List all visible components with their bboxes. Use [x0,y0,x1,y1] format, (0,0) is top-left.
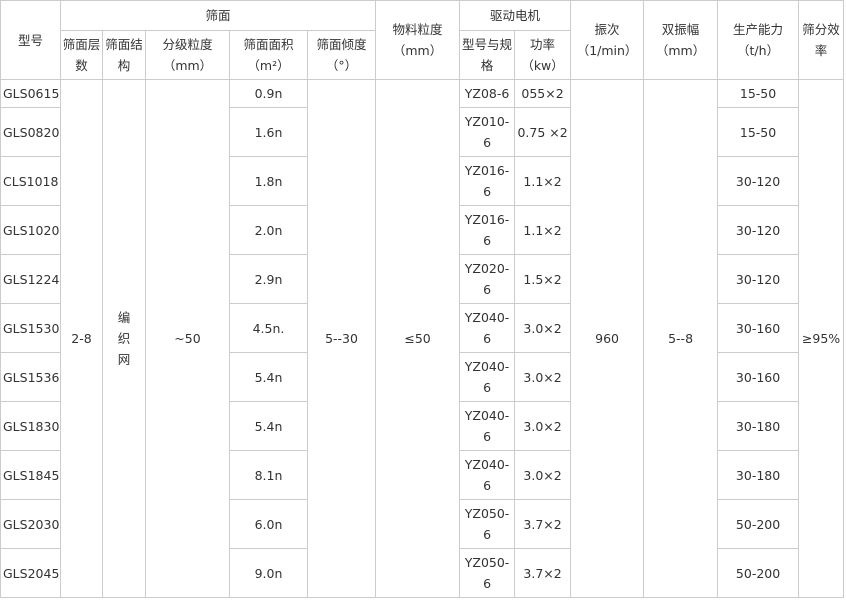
area-cell: 8.1n [229,450,308,500]
efficiency-cell: ≥95% [798,79,845,598]
header-efficiency: 筛分效率 [798,0,845,80]
capacity-cell: 30-180 [717,450,800,500]
header-screen-group: 筛面 [59,0,377,31]
capacity-cell: 30-120 [717,205,800,255]
power-cell: 3.7×2 [514,499,572,549]
capacity-cell: 30-160 [717,303,800,353]
model-cell: GLS1530 [0,303,61,353]
amplitude-cell: 5--8 [643,79,719,598]
motor-cell: YZ040-6 [459,401,516,451]
capacity-cell: 30-120 [717,254,800,304]
area-cell: 1.6n [229,107,308,157]
table-row: GLS1530 4.5n. YZ040-6 3.0×2 30-160 [0,303,844,353]
area-cell: 5.4n [229,401,308,451]
area-cell: 0.9n [229,79,308,108]
table-row: GLS0820 1.6n YZ010-6 0.75 ×2 15-50 [0,107,844,157]
power-cell: 055×2 [514,79,572,108]
header-amplitude: 双振幅（mm） [643,0,719,80]
model-cell: CLS1018 [0,156,61,206]
power-cell: 1.5×2 [514,254,572,304]
model-cell: GLS1536 [0,352,61,402]
area-cell: 2.0n [229,205,308,255]
model-cell: GLS1224 [0,254,61,304]
power-cell: 3.7×2 [514,548,572,598]
power-cell: 1.1×2 [514,156,572,206]
motor-cell: YZ040-6 [459,450,516,500]
model-cell: GLS2030 [0,499,61,549]
table-row: GLS1845 8.1n YZ040-6 3.0×2 30-180 [0,450,844,500]
capacity-cell: 50-200 [717,499,800,549]
capacity-cell: 15-50 [717,79,800,108]
header-layers: 筛面层数 [60,30,103,80]
model-cell: GLS0615 [0,79,61,108]
motor-cell: YZ040-6 [459,303,516,353]
capacity-cell: 50-200 [717,548,800,598]
header-power: 功率（kw） [514,30,572,80]
grading-cell: ~50 [145,79,230,598]
frequency-cell: 960 [570,79,645,598]
power-cell: 3.0×2 [514,450,572,500]
capacity-cell: 30-180 [717,401,800,451]
motor-cell: YZ050-6 [459,548,516,598]
table-row: GLS1536 5.4n YZ040-6 3.0×2 30-160 [0,352,844,402]
header-motor-group: 驱动电机 [459,0,572,31]
header-incline: 筛面倾度（°） [306,30,377,80]
motor-cell: YZ020-6 [459,254,516,304]
motor-cell: YZ010-6 [459,107,516,157]
header-capacity: 生产能力（t/h） [717,0,800,80]
model-cell: GLS1845 [0,450,61,500]
table-row: GLS0615 2-8 编织网 ~50 0.9n 5--30 ≤50 YZ08-6 055×2 9… [0,79,845,598]
header-model: 型号 [0,0,61,80]
motor-cell: YZ040-6 [459,352,516,402]
power-cell: 3.0×2 [514,352,572,402]
model-cell: GLS2045 [0,548,61,598]
motor-cell: YZ016-6 [459,205,516,255]
motor-cell: YZ016-6 [459,156,516,206]
model-cell: GLS1830 [0,401,61,451]
structure-cell: 编织网 [102,79,146,598]
header-grading: 分级粒度（mm） [145,30,230,80]
table-row: GLS1830 5.4n YZ040-6 3.0×2 30-180 [0,401,844,451]
area-cell: 2.9n [229,254,308,304]
table-row: GLS1020 2.0n YZ016-6 1.1×2 30-120 [0,205,844,255]
model-cell: GLS0820 [0,107,61,157]
area-cell: 6.0n [229,499,308,549]
power-cell: 3.0×2 [514,401,572,451]
table-row: GLS2045 9.0n YZ050-6 3.7×2 50-200 [0,548,844,598]
area-cell: 9.0n [229,548,308,598]
header-frequency: 振次（1/min） [570,0,645,80]
particle-cell: ≤50 [375,79,461,598]
area-cell: 1.8n [229,156,308,206]
table-row: CLS1018 1.8n YZ016-6 1.1×2 30-120 [0,156,844,206]
area-cell: 5.4n [229,352,308,402]
power-cell: 0.75 ×2 [514,107,572,157]
table-row: GLS1224 2.9n YZ020-6 1.5×2 30-120 [0,254,844,304]
motor-cell: YZ050-6 [459,499,516,549]
header-particle: 物料粒度（mm） [375,0,461,80]
power-cell: 1.1×2 [514,205,572,255]
power-cell: 3.0×2 [514,303,572,353]
model-cell: GLS1020 [0,205,61,255]
capacity-cell: 30-160 [717,352,800,402]
area-cell: 4.5n. [229,303,308,353]
header-area: 筛面面积（m²） [229,30,308,80]
table-row: GLS2030 6.0n YZ050-6 3.7×2 50-200 [0,499,844,549]
capacity-cell: 30-120 [717,156,800,206]
header-motor-model: 型号与规格 [459,30,516,80]
layers-cell: 2-8 [60,79,103,598]
incline-cell: 5--30 [306,79,377,598]
header-structure: 筛面结构 [102,30,146,80]
motor-cell: YZ08-6 [459,79,516,108]
capacity-cell: 15-50 [717,107,800,157]
table-body: GLS0615 2-8 编织网 ~50 0.9n 5--30 ≤50 YZ08-6 055×2 9… [0,79,845,598]
